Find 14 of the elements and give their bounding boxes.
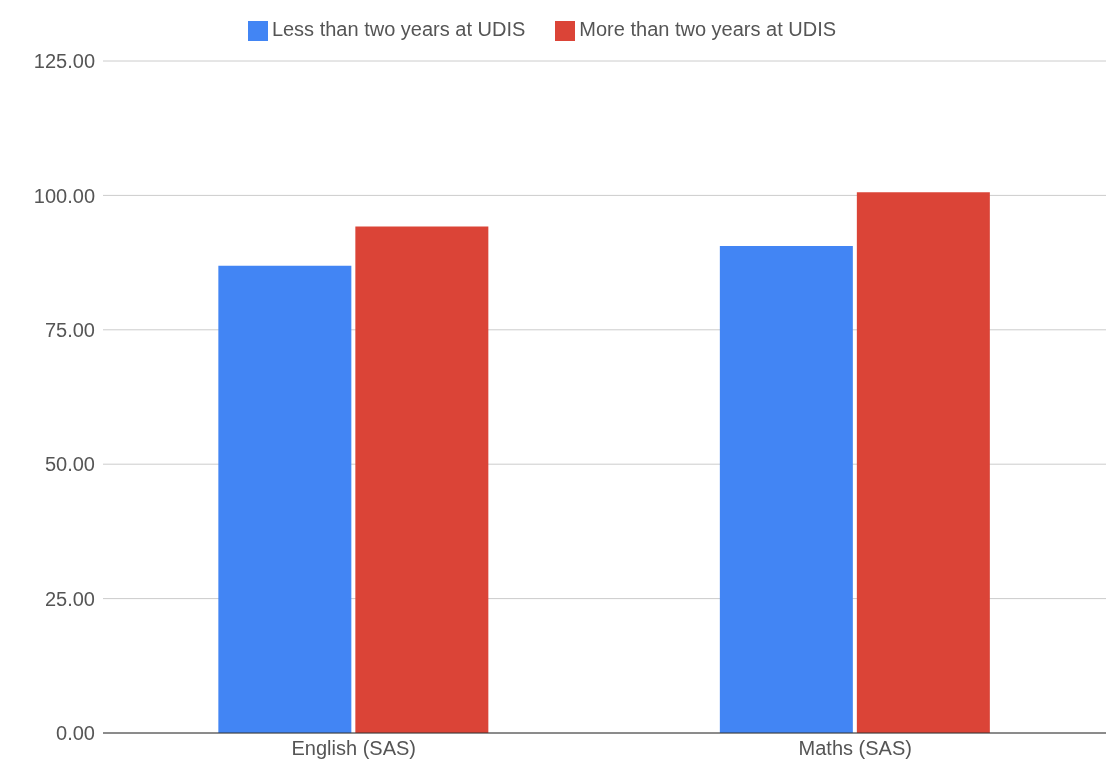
- bar: [856, 192, 990, 733]
- y-tick-label: 25.00: [44, 587, 95, 610]
- x-tick-label: English (SAS): [291, 737, 416, 760]
- y-tick-label: 125.00: [33, 50, 95, 73]
- bar: [719, 245, 853, 733]
- y-tick-label: 50.00: [44, 453, 95, 476]
- legend-label: Less than two years at UDIS: [271, 18, 526, 40]
- x-tick-label: Maths (SAS): [798, 737, 912, 760]
- y-tick-label: 75.00: [44, 318, 95, 341]
- y-tick-label: 100.00: [33, 184, 95, 207]
- bar: [355, 226, 489, 733]
- y-tick-label: 0.00: [56, 722, 95, 745]
- legend-label: More than two years at UDIS: [579, 18, 837, 40]
- bar: [218, 265, 352, 733]
